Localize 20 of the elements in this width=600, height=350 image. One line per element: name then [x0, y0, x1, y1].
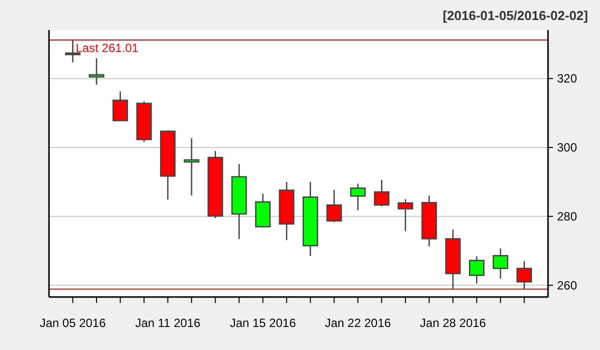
y-tick-label: 300 — [557, 140, 578, 154]
candlestick — [398, 198, 414, 232]
candlestick — [492, 248, 508, 280]
y-tick-label: 320 — [557, 72, 578, 86]
x-tick-label: Jan 28 2016 — [420, 316, 486, 330]
x-tick-label: Jan 05 2016 — [40, 316, 106, 330]
x-tick-label: Jan 11 2016 — [135, 316, 201, 330]
candlestick — [112, 90, 128, 122]
candlestick — [350, 183, 366, 211]
candlestick — [326, 189, 342, 223]
candlestick — [468, 256, 484, 284]
candlestick — [88, 58, 104, 86]
y-tick-label: 260 — [557, 278, 578, 292]
x-tick-label: Jan 22 2016 — [324, 316, 392, 330]
candlestick — [184, 138, 200, 196]
candlestick — [374, 179, 390, 208]
x-tick-label: Jan 15 2016 — [230, 316, 296, 330]
chart-subtitle: [2016-01-05/2016-02-02] — [442, 8, 588, 23]
ref-line-label: Last 261.01 — [76, 40, 139, 55]
y-tick-label: 280 — [557, 209, 578, 224]
